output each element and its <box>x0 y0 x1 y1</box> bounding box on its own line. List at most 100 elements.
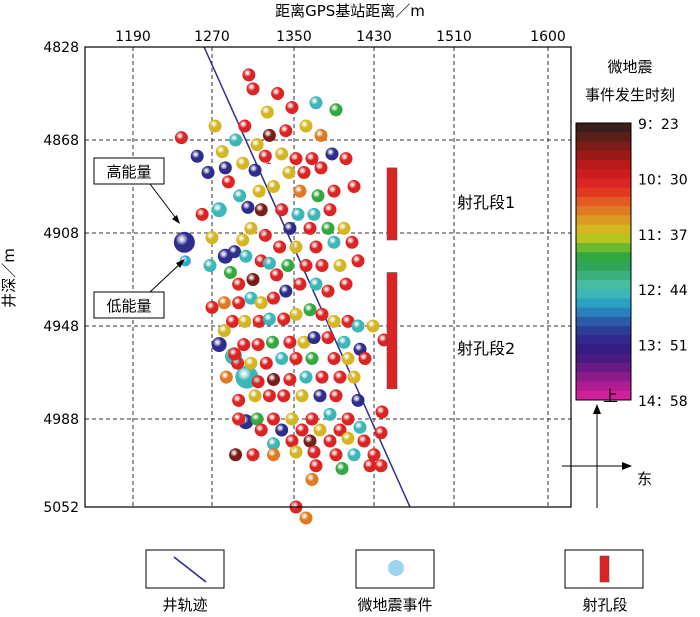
event-marker <box>217 296 231 310</box>
y-tick-labels: 4828 4868 4908 4948 4988 5052 <box>43 40 79 516</box>
grid-lines <box>85 47 571 507</box>
event-marker <box>345 235 359 249</box>
event-marker <box>248 163 262 177</box>
event-marker <box>174 131 188 145</box>
event-marker <box>244 221 258 235</box>
event-marker <box>341 431 355 445</box>
colorbar-segment <box>576 298 631 309</box>
event-marker <box>299 119 313 133</box>
event-markers <box>173 68 391 525</box>
event-marker <box>239 249 253 263</box>
event-marker <box>223 266 237 280</box>
y-axis-label: 井深／m <box>0 248 18 308</box>
legend-well <box>145 549 225 589</box>
event-marker <box>265 335 279 349</box>
colorbar-segment <box>576 270 631 281</box>
event-marker <box>315 307 329 321</box>
event-marker <box>252 314 266 328</box>
event-marker <box>329 448 343 462</box>
event-marker <box>325 147 339 161</box>
legend-event-label: 微地震事件 <box>357 596 432 614</box>
low-energy-label: 低能量 <box>106 297 151 315</box>
event-marker <box>305 352 319 366</box>
event-marker <box>273 240 287 254</box>
event-marker <box>289 445 303 459</box>
y-tick-label: 4908 <box>43 226 79 242</box>
event-marker <box>366 319 380 333</box>
event-marker <box>347 180 361 193</box>
event-marker <box>267 372 280 386</box>
event-marker <box>289 352 303 366</box>
colorbar-title-2: 事件发生时刻 <box>585 86 675 104</box>
event-marker <box>173 231 195 253</box>
perforation-stage-2 <box>386 272 398 390</box>
event-marker <box>339 277 353 291</box>
event-marker <box>232 277 246 291</box>
stage2-label: 射孔段2 <box>457 339 515 358</box>
low-energy-box <box>93 291 165 319</box>
x-tick-labels: 1190 1270 1350 1430 1510 1600 <box>115 29 566 45</box>
x-tick-label: 1270 <box>194 29 230 45</box>
colorbar-tick-label: 9：23 <box>638 117 679 133</box>
colorbar-tick-label: 12：44 <box>638 283 688 299</box>
x-tick-label: 1430 <box>356 29 392 45</box>
colorbar-segment <box>576 215 631 226</box>
event-marker <box>205 300 219 314</box>
event-marker <box>251 338 265 352</box>
event-marker <box>307 207 321 221</box>
event-marker <box>285 100 299 114</box>
event-marker <box>329 389 343 403</box>
event-marker <box>307 331 321 345</box>
event-marker <box>303 303 317 317</box>
event-marker <box>313 423 327 437</box>
colorbar-segment <box>576 390 631 401</box>
event-marker <box>246 448 260 462</box>
event-marker <box>285 412 299 426</box>
event-marker <box>179 255 191 267</box>
event-marker <box>203 259 217 273</box>
x-tick-label: 1600 <box>530 29 566 45</box>
event-marker <box>275 423 289 437</box>
event-marker <box>275 147 289 161</box>
event-marker <box>303 434 317 448</box>
event-marker <box>241 200 255 214</box>
x-tick-label: 1510 <box>436 29 472 45</box>
event-marker <box>309 277 323 291</box>
colorbar-segment <box>576 206 631 216</box>
event-marker <box>309 459 323 473</box>
event-marker <box>282 166 296 180</box>
event-marker <box>218 161 232 175</box>
event-marker <box>293 277 307 291</box>
event-marker <box>246 82 260 96</box>
event-marker <box>323 407 337 421</box>
event-marker <box>315 370 329 384</box>
event-marker <box>270 268 284 282</box>
event-marker <box>289 307 303 321</box>
event-marker <box>281 259 295 273</box>
colorbar-title-1: 微地震 <box>607 58 652 76</box>
event-marker <box>285 434 299 448</box>
event-marker <box>238 314 252 328</box>
event-marker <box>341 412 355 426</box>
event-marker <box>217 324 231 338</box>
event-marker <box>333 370 347 384</box>
event-marker <box>279 284 293 298</box>
event-marker <box>254 296 268 310</box>
event-marker <box>211 202 227 218</box>
event-marker <box>221 175 235 189</box>
event-marker <box>299 511 313 525</box>
event-marker <box>283 221 297 235</box>
event-marker <box>313 389 327 403</box>
event-marker <box>232 412 246 426</box>
event-marker <box>299 370 313 384</box>
event-marker <box>314 161 328 175</box>
event-marker <box>291 207 305 221</box>
event-marker <box>283 372 297 386</box>
event-marker <box>258 228 272 242</box>
event-marker <box>341 314 355 328</box>
colorbar-frame <box>575 122 632 401</box>
event-marker <box>297 335 311 349</box>
event-marker <box>374 426 388 440</box>
event-marker <box>236 233 250 247</box>
